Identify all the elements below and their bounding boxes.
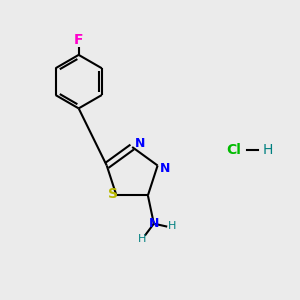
- Text: Cl: Cl: [226, 143, 241, 157]
- Text: H: H: [167, 221, 176, 231]
- Text: F: F: [74, 33, 83, 47]
- Text: N: N: [160, 162, 170, 175]
- Text: H: H: [138, 233, 146, 244]
- Text: N: N: [134, 137, 145, 150]
- Text: N: N: [148, 217, 159, 230]
- Text: S: S: [108, 187, 118, 201]
- Text: H: H: [262, 143, 273, 157]
